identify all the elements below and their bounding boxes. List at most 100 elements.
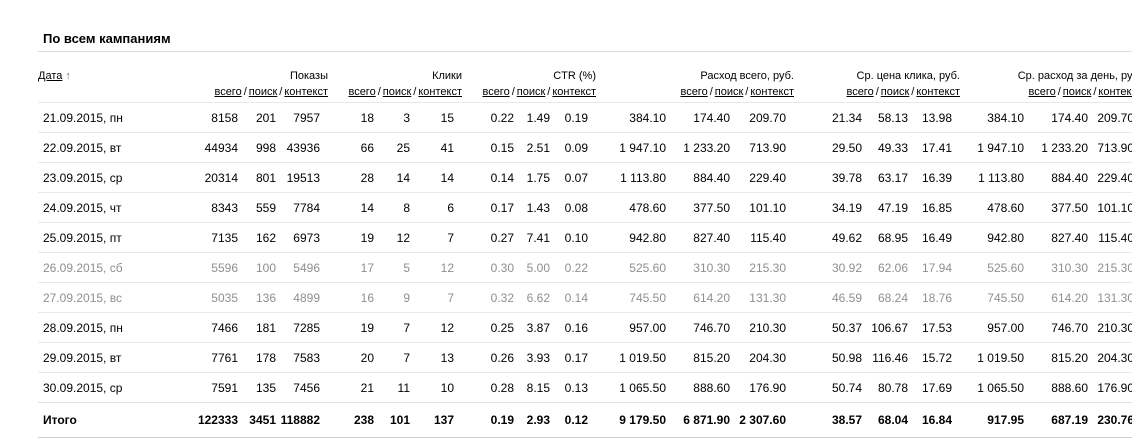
row-value-cell: 181 [238, 312, 276, 343]
row-value-cell: 49.62 [794, 222, 862, 253]
row-value-cell: 115.40 [730, 222, 794, 253]
row-value-cell: 1.75 [514, 162, 550, 193]
row-value-cell: 68.24 [862, 282, 908, 313]
row-value-cell: 101.10 [1088, 192, 1132, 223]
row-value-cell: 204.30 [1088, 342, 1132, 373]
impressions-header-title: Показы [289, 70, 328, 82]
clicks-subheader-context[interactable]: контекст [418, 86, 462, 98]
row-value-cell: 0.25 [462, 312, 514, 343]
row-value-cell: 21.34 [794, 102, 862, 133]
date-sort-link[interactable]: Дата [38, 70, 63, 82]
row-value-cell: 3.87 [514, 312, 550, 343]
row-value-cell: 80.78 [862, 372, 908, 403]
row-value-cell: 12 [410, 312, 462, 343]
row-value-cell: 1 947.10 [960, 132, 1024, 163]
impressions-subheader-total[interactable]: всего [214, 86, 242, 98]
row-value-cell: 5496 [276, 252, 328, 283]
avg-daily-spend-header-title: Ср. расход за день, руб. [1017, 70, 1132, 82]
row-value-cell: 19513 [276, 162, 328, 193]
row-value-cell: 29.50 [794, 132, 862, 163]
ctr-header-title: CTR (%) [553, 70, 596, 82]
row-value-cell: 7466 [158, 312, 238, 343]
row-value-cell: 7957 [276, 102, 328, 133]
clicks-subheader-search[interactable]: поиск [382, 86, 412, 98]
spend-subheader-total[interactable]: всего [680, 86, 708, 98]
spend-subheader-context[interactable]: контекст [750, 86, 794, 98]
row-date-cell: 21.09.2015, пн [38, 102, 158, 133]
avg-cpc-subheader-context[interactable]: контекст [916, 86, 960, 98]
row-value-cell: 106.67 [862, 312, 908, 343]
row-value-cell: 7 [410, 282, 462, 313]
total-value-cell: 38.57 [794, 402, 862, 438]
table-row: 26.09.2015, сб 5596 100 5496 17 5 12 0.30 5.00 0.… [38, 252, 1132, 283]
row-value-cell: 713.90 [730, 132, 794, 163]
row-value-cell: 1 019.50 [596, 342, 666, 373]
impressions-subheader-context[interactable]: контекст [284, 86, 328, 98]
subheader-separator: / [745, 86, 749, 98]
date-column-header: Дата ↑ [38, 70, 158, 103]
ctr-subheader-total[interactable]: всего [482, 86, 510, 98]
avg-daily-spend-subheader-links: всего/поиск/контекст [960, 86, 1132, 99]
row-value-cell: 201 [238, 102, 276, 133]
subheader-separator: / [279, 86, 283, 98]
impressions-subheader-search[interactable]: поиск [248, 86, 278, 98]
row-value-cell: 745.50 [596, 282, 666, 313]
row-value-cell: 14 [410, 162, 462, 193]
table-row: 28.09.2015, пн 7466 181 7285 19 7 12 0.25 3.87 0.… [38, 312, 1132, 343]
row-value-cell: 28 [328, 162, 374, 193]
table-header: Дата ↑ Показы всего / поиск / контекст Клики все… [38, 70, 1132, 103]
total-value-cell: 2 307.60 [730, 402, 794, 438]
ctr-subheader-context[interactable]: контекст [552, 86, 596, 98]
avg-cpc-subheader-search[interactable]: поиск [880, 86, 910, 98]
row-value-cell: 746.70 [1024, 312, 1088, 343]
row-value-cell: 19 [328, 312, 374, 343]
row-value-cell: 46.59 [794, 282, 862, 313]
row-date-cell: 29.09.2015, вт [38, 342, 158, 373]
row-value-cell: 0.16 [550, 312, 596, 343]
row-value-cell: 384.10 [596, 102, 666, 133]
row-value-cell: 34.19 [794, 192, 862, 223]
row-value-cell: 50.98 [794, 342, 862, 373]
row-value-cell: 20314 [158, 162, 238, 193]
impressions-subheader-links: всего / поиск / контекст [158, 86, 328, 99]
total-value-cell: 3451 [238, 402, 276, 438]
clicks-subheader-total[interactable]: всего [348, 86, 376, 98]
spend-subheader-search[interactable]: поиск [714, 86, 744, 98]
table-row: 22.09.2015, вт 44934 998 43936 66 25 41 0.15 2.5… [38, 132, 1132, 163]
ctr-subheader-search[interactable]: поиск [516, 86, 546, 98]
row-value-cell: 9 [374, 282, 410, 313]
row-value-cell: 66 [328, 132, 374, 163]
row-value-cell: 50.37 [794, 312, 862, 343]
row-value-cell: 209.70 [730, 102, 794, 133]
row-value-cell: 17.69 [908, 372, 960, 403]
clicks-column-header: Клики всего / поиск / контекст [328, 70, 462, 103]
row-value-cell: 101.10 [730, 192, 794, 223]
row-value-cell: 888.60 [1024, 372, 1088, 403]
row-value-cell: 0.14 [550, 282, 596, 313]
row-date-cell: 25.09.2015, пт [38, 222, 158, 253]
row-value-cell: 5.00 [514, 252, 550, 283]
ctr-subheader-links: всего / поиск / контекст [462, 86, 596, 99]
row-value-cell: 16.49 [908, 222, 960, 253]
row-value-cell: 131.30 [730, 282, 794, 313]
row-value-cell: 745.50 [960, 282, 1024, 313]
avg-daily-spend-subheader-total[interactable]: всего [1028, 86, 1056, 98]
sort-arrow-up-icon[interactable]: ↑ [65, 70, 71, 82]
row-date-cell: 22.09.2015, вт [38, 132, 158, 163]
row-date-cell: 23.09.2015, ср [38, 162, 158, 193]
avg-daily-spend-subheader-context[interactable]: контекст [1098, 86, 1132, 98]
row-value-cell: 377.50 [1024, 192, 1088, 223]
row-value-cell: 957.00 [596, 312, 666, 343]
row-value-cell: 210.30 [1088, 312, 1132, 343]
avg-cpc-subheader-total[interactable]: всего [846, 86, 874, 98]
row-value-cell: 1 233.20 [1024, 132, 1088, 163]
total-value-cell: 16.84 [908, 402, 960, 438]
row-value-cell: 1 065.50 [596, 372, 666, 403]
row-value-cell: 614.20 [1024, 282, 1088, 313]
row-value-cell: 827.40 [666, 222, 730, 253]
row-value-cell: 18 [328, 102, 374, 133]
row-value-cell: 17 [328, 252, 374, 283]
row-value-cell: 20 [328, 342, 374, 373]
row-value-cell: 15.72 [908, 342, 960, 373]
avg-daily-spend-subheader-search[interactable]: поиск [1062, 86, 1092, 98]
